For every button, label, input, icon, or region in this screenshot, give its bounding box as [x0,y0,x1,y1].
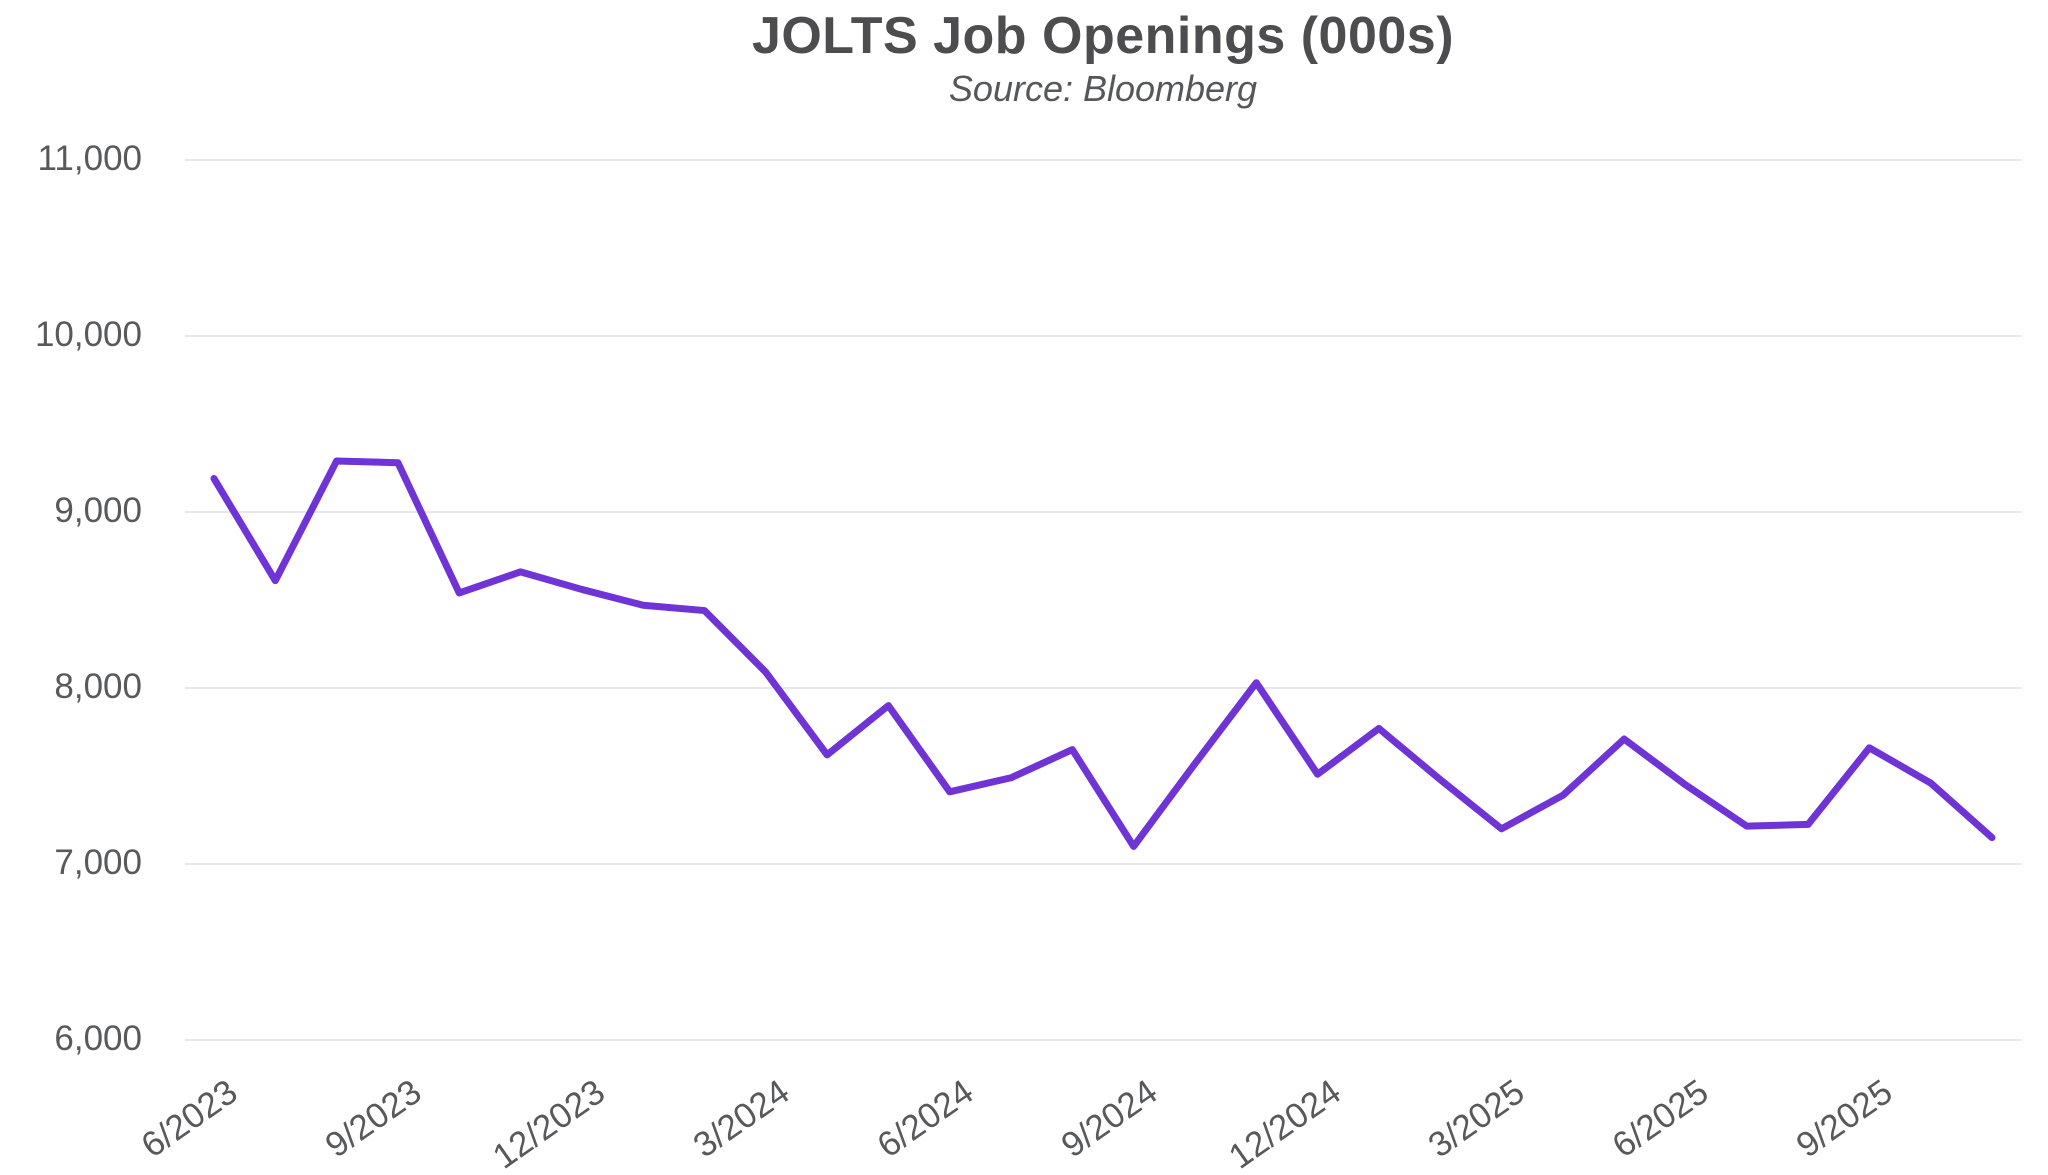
y-tick-label-7000: 7,000 [54,843,142,882]
y-tick-label-10000: 10,000 [34,315,142,354]
y-tick-label-8000: 8,000 [54,667,142,706]
chart-title: JOLTS Job Openings (000s) [751,7,1455,65]
chart-subtitle: Source: Bloomberg [948,68,1258,109]
y-tick-label-9000: 9,000 [54,491,142,530]
series-line-jolts [210,457,1996,850]
y-tick-label-11000: 11,000 [37,139,142,178]
y-tick-label-6000: 6,000 [54,1019,142,1058]
